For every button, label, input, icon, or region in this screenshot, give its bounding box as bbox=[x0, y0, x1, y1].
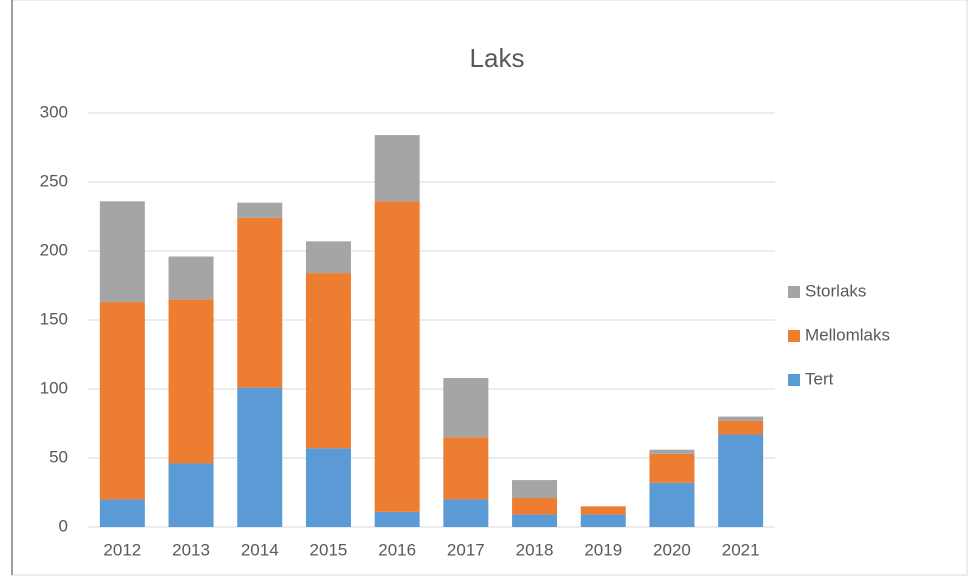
legend-swatch bbox=[788, 330, 800, 342]
chart-title: Laks bbox=[470, 43, 525, 73]
bar-segment bbox=[237, 387, 283, 527]
bar-segment bbox=[512, 480, 558, 499]
bar-segment bbox=[168, 299, 214, 464]
y-tick-label: 0 bbox=[59, 516, 68, 535]
bar-segment bbox=[649, 453, 695, 483]
legend-swatch bbox=[788, 286, 800, 298]
x-tick-label: 2018 bbox=[516, 540, 554, 559]
bar-segment bbox=[580, 506, 626, 515]
bar-segment bbox=[99, 302, 145, 500]
legend-label: Mellomlaks bbox=[805, 325, 890, 344]
x-tick-label: 2016 bbox=[378, 540, 416, 559]
bar-segment bbox=[443, 377, 489, 438]
bar-segment bbox=[718, 434, 764, 527]
bar-segment bbox=[99, 201, 145, 303]
x-tick-label: 2013 bbox=[172, 540, 210, 559]
y-tick-label: 200 bbox=[40, 240, 68, 259]
bar-segment bbox=[649, 482, 695, 527]
bar-segment bbox=[305, 241, 351, 274]
bar-segment bbox=[718, 420, 764, 435]
bar-segment bbox=[512, 514, 558, 527]
bar-segment bbox=[237, 202, 283, 218]
x-tick-label: 2021 bbox=[722, 540, 760, 559]
bar-segment bbox=[305, 273, 351, 449]
y-tick-label: 50 bbox=[49, 447, 68, 466]
bar-segment bbox=[374, 201, 420, 512]
x-tick-label: 2012 bbox=[103, 540, 141, 559]
legend-swatch bbox=[788, 374, 800, 386]
x-tick-label: 2020 bbox=[653, 540, 691, 559]
bar-segment bbox=[512, 498, 558, 515]
legend-label: Storlaks bbox=[805, 281, 866, 300]
bar-segment bbox=[374, 511, 420, 527]
bar-segment bbox=[443, 499, 489, 527]
bar-segment bbox=[305, 448, 351, 527]
bar-segment bbox=[649, 449, 695, 454]
y-tick-label: 250 bbox=[40, 171, 68, 190]
y-tick-label: 300 bbox=[40, 102, 68, 121]
bar-segment bbox=[99, 499, 145, 527]
legend-label: Tert bbox=[805, 369, 834, 388]
bar-segment bbox=[237, 217, 283, 388]
x-tick-label: 2019 bbox=[584, 540, 622, 559]
bar-segment bbox=[718, 416, 764, 421]
y-tick-label: 100 bbox=[40, 378, 68, 397]
x-tick-label: 2014 bbox=[241, 540, 279, 559]
bar-segment bbox=[580, 514, 626, 527]
y-tick-label: 150 bbox=[40, 309, 68, 328]
bar-segment bbox=[443, 437, 489, 500]
bar-segment bbox=[374, 135, 420, 202]
bar-segment bbox=[168, 463, 214, 527]
x-tick-label: 2015 bbox=[310, 540, 348, 559]
bar-segment bbox=[168, 256, 214, 300]
x-tick-label: 2017 bbox=[447, 540, 485, 559]
